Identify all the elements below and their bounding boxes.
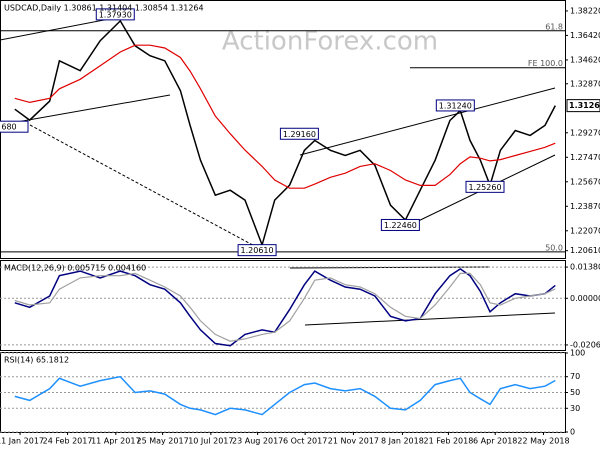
annotation-label: 1.20610 xyxy=(241,246,274,255)
panel-title: RSI(14) 65.1812 xyxy=(4,356,69,365)
x-tick-label: 22 May 2018 xyxy=(517,437,569,446)
series-line xyxy=(14,19,556,248)
annotation-label: 1.22460 xyxy=(384,221,417,230)
series-line xyxy=(14,272,556,342)
annotation-label: 680 xyxy=(1,123,16,132)
annotation-label: 1.29160 xyxy=(283,130,316,139)
y-tick-label: 1.36420 xyxy=(570,31,600,40)
y-tick-label: 1.22070 xyxy=(570,226,600,235)
y-tick-label: 100 xyxy=(570,349,585,358)
annotation-box xyxy=(95,8,135,21)
x-tick-label: 25 May 2017 xyxy=(137,437,189,446)
x-tick-label: 24 Feb 2017 xyxy=(43,437,93,446)
x-tick-label: 21 Nov 2017 xyxy=(328,437,379,446)
x-tick-label: 8 Jan 2018 xyxy=(381,437,424,446)
series-line xyxy=(14,267,556,347)
x-tick-label: 6 Apr 2018 xyxy=(473,437,517,446)
x-tick-label: 23 Aug 2017 xyxy=(232,437,283,446)
macd-panel xyxy=(0,260,566,351)
y-tick-label: 50 xyxy=(570,388,580,397)
x-tick-label: 11 Apr 2017 xyxy=(91,437,140,446)
series-line xyxy=(14,375,556,416)
annotation-box xyxy=(237,244,277,257)
watermark: ActionForex.com xyxy=(222,27,438,57)
y-tick-label: 1.32870 xyxy=(570,79,600,88)
x-tick-label: 10 Jul 2017 xyxy=(188,437,233,446)
y-tick-label: 1.29270 xyxy=(570,128,600,137)
annotation-box xyxy=(465,180,505,193)
last-price-box xyxy=(566,99,600,113)
y-tick-label: 0.000000 xyxy=(570,294,600,303)
y-tick-label: 1.27470 xyxy=(570,153,600,162)
annotation-label: 1.37930 xyxy=(99,10,132,19)
x-tick-label: 6 Oct 2017 xyxy=(283,437,327,446)
annotation-box xyxy=(435,99,475,112)
annotation-label: 1.31240 xyxy=(439,101,472,110)
level-label: FE 100.0 xyxy=(528,59,563,68)
y-tick-label: 0 xyxy=(570,428,575,437)
annotation-label: 1.25260 xyxy=(468,183,501,192)
level-label: 50.0 xyxy=(545,243,563,252)
y-tick-label: 1.34620 xyxy=(570,55,600,64)
trendline xyxy=(304,312,556,326)
annotation-box xyxy=(0,120,29,133)
y-tick-label: -0.020648 xyxy=(570,340,600,349)
panel-title: MACD(12,26,9) 0.005715 0.004160 xyxy=(4,264,146,273)
y-tick-label: 30 xyxy=(570,404,580,413)
trendlines xyxy=(0,14,556,326)
series-line xyxy=(14,44,556,189)
x-tick-label: 11 Jan 2017 xyxy=(0,437,44,446)
annotation-box xyxy=(380,218,420,231)
last-price-label: 1.31264 xyxy=(569,101,600,110)
trendline xyxy=(29,124,263,251)
y-tick-label: 1.20610 xyxy=(570,246,600,255)
x-tick-label: 21 Feb 2018 xyxy=(424,437,474,446)
level-label: 61.8 xyxy=(545,22,563,31)
trendline xyxy=(299,87,556,156)
panel-title: USDCAD,Daily 1.30861 1.31404 1.30854 1.3… xyxy=(4,4,204,13)
y-tick-label: 70 xyxy=(570,372,580,381)
y-tick-label: 1.38220 xyxy=(570,6,600,15)
y-tick-label: 1.23870 xyxy=(570,202,600,211)
y-tick-label: 0.013802 xyxy=(570,263,600,272)
y-tick-label: 1.25670 xyxy=(570,177,600,186)
annotation-box xyxy=(279,127,319,140)
